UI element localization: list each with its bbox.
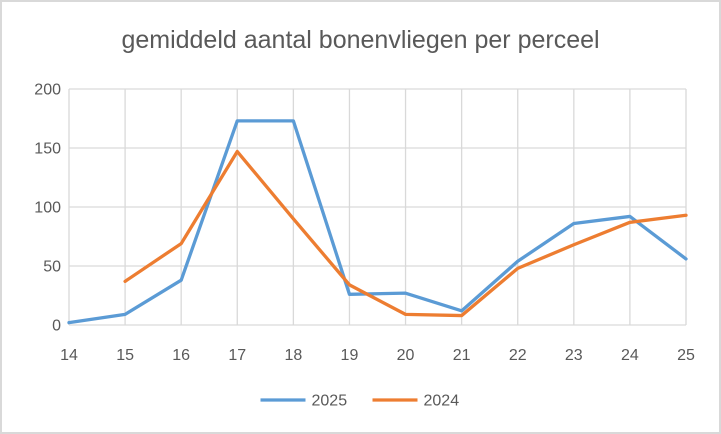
y-axis-tick-label: 150: [34, 141, 61, 158]
x-axis-tick-label: 17: [228, 347, 246, 364]
x-axis-tick-label: 18: [284, 347, 302, 364]
legend: 2025 2024: [260, 393, 460, 410]
x-axis-tick-label: 25: [677, 347, 695, 364]
legend-label-2025: 2025: [312, 393, 348, 410]
series-line-2025[interactable]: [67, 119, 688, 325]
x-axis-tick-label: 14: [60, 347, 78, 364]
y-axis-tick-label: 0: [52, 318, 61, 335]
x-axis-tick-label: 19: [341, 347, 359, 364]
x-axis-tick-label: 23: [565, 347, 583, 364]
y-axis-tick-label: 100: [34, 200, 61, 217]
plot-gridlines: [68, 88, 687, 326]
series-line-2024[interactable]: [123, 149, 688, 318]
x-axis-tick-label: 15: [116, 347, 134, 364]
legend-item-2024[interactable]: 2024: [372, 393, 460, 410]
chart-title[interactable]: gemiddeld aantal bonenvliegen per percee…: [121, 26, 600, 54]
y-axis-labels: 0 50 100 150 200: [34, 82, 61, 335]
y-axis-tick-label: 50: [43, 259, 61, 276]
legend-item-2025[interactable]: 2025: [260, 393, 348, 410]
x-axis-tick-label: 16: [172, 347, 190, 364]
x-axis-tick-label: 24: [621, 347, 639, 364]
x-axis-tick-label: 20: [397, 347, 415, 364]
legend-label-2024: 2024: [424, 393, 460, 410]
x-axis-labels: 14 15 16 17 18 19 20 21 22 23 24 25: [60, 347, 695, 364]
x-axis-tick-label: 21: [453, 347, 471, 364]
y-axis-tick-label: 200: [34, 82, 61, 99]
x-axis-tick-label: 22: [509, 347, 527, 364]
